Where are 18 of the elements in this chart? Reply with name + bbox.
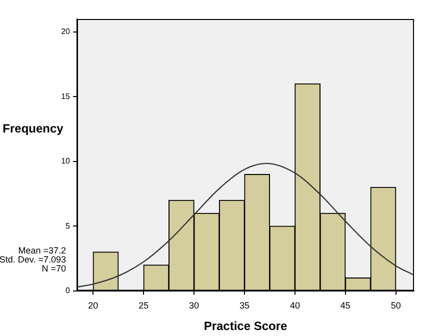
text: N =70	[42, 263, 66, 274]
x-tick-label: 45	[340, 300, 350, 311]
y-tick-label: 5	[66, 221, 71, 230]
x-tick-label: 40	[290, 300, 300, 311]
y-tick-label: 0	[66, 286, 71, 296]
y-tick-label: 20	[61, 27, 71, 36]
y-tick-label: 10	[61, 156, 71, 166]
x-tick-label: 25	[138, 300, 149, 311]
x-axis-title: Practice Score	[204, 319, 288, 334]
x-tick-label: 50	[390, 300, 401, 311]
line-series	[77, 162, 414, 288]
x-tick-label: 30	[189, 300, 200, 311]
x-tick-label: 35	[239, 300, 250, 311]
x-tick-label: 20	[88, 300, 98, 311]
text: Std. Dev. =7.093	[0, 254, 66, 264]
text: Mean =37.2	[18, 245, 66, 256]
y-tick-label: 15	[61, 92, 71, 101]
y-axis-title: Frequency	[2, 121, 64, 136]
